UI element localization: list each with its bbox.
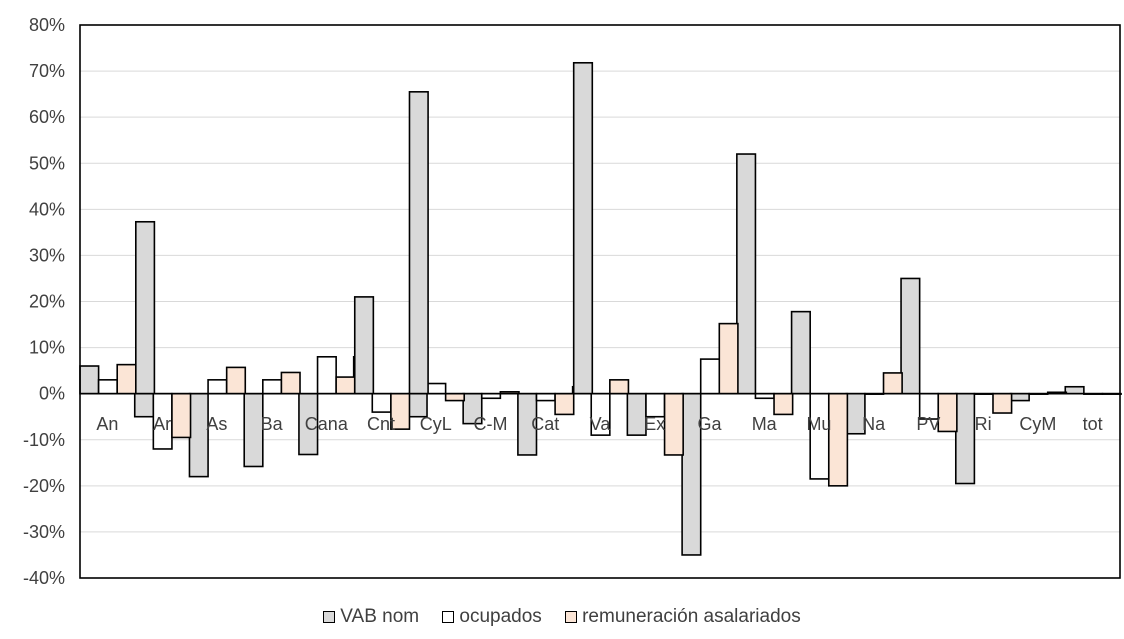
category-label: Cana <box>305 414 349 434</box>
bar <box>171 392 192 439</box>
legend-swatch-ocupados <box>442 611 455 623</box>
category-label: An <box>96 414 118 434</box>
bar <box>371 392 392 413</box>
bar <box>937 392 958 433</box>
category-label: Va <box>590 414 612 434</box>
bar <box>116 363 137 395</box>
plot-border <box>79 24 1121 579</box>
legend-swatch-remuneracion <box>565 611 578 623</box>
category-label: CyM <box>1019 414 1056 434</box>
bar <box>554 392 575 416</box>
y-tick-label: 50% <box>29 153 65 173</box>
category-label: Ri <box>975 414 992 434</box>
bar <box>280 371 301 395</box>
bar <box>79 365 100 395</box>
bar <box>773 392 794 416</box>
axes <box>79 24 1121 579</box>
gridlines <box>80 24 1120 579</box>
legend-item-remuneracion: remuneración asalariados <box>565 606 801 628</box>
y-tick-label: -30% <box>23 522 65 542</box>
y-tick-label: 30% <box>29 245 65 265</box>
bar <box>827 392 849 487</box>
legend-item-ocupados: ocupados <box>442 606 542 628</box>
y-tick-label: 60% <box>29 107 65 127</box>
bar <box>900 277 921 395</box>
bar <box>444 392 466 402</box>
category-label: CyL <box>420 414 452 434</box>
category-label: Ar <box>153 414 171 434</box>
bar <box>626 392 647 436</box>
y-tick-label: -10% <box>23 430 65 450</box>
legend-swatch-vab-nom <box>323 611 336 623</box>
bar <box>718 322 739 395</box>
y-tick-label: -40% <box>23 568 65 588</box>
category-labels: An Ar As Ba Cana Cnt CyL C-M Cat Va Ex Ga Ma Mu Na PV Ri… <box>96 414 1102 434</box>
bar <box>809 392 830 480</box>
bar <box>133 392 155 418</box>
bar <box>316 355 337 395</box>
y-tick-label: 40% <box>29 199 65 219</box>
bar <box>954 392 976 485</box>
category-label: PV <box>916 414 940 434</box>
bar <box>609 379 630 395</box>
bar <box>699 358 721 395</box>
bar <box>736 153 757 395</box>
category-label: tot <box>1083 414 1103 434</box>
bar <box>135 220 156 395</box>
y-tick-labels: 80% 70% 60% 50% 40% 30% 20% 10% 0% -10% -20% -30% -4… <box>23 15 65 588</box>
category-label: Na <box>862 414 886 434</box>
bar <box>535 392 556 402</box>
category-label: Ga <box>697 414 722 434</box>
category-label: Ex <box>644 414 665 434</box>
legend: VAB nom ocupados remuneración asalariado… <box>0 606 1124 628</box>
y-tick-label: 70% <box>29 61 65 81</box>
legend-item-vab-nom: VAB nom <box>323 606 419 628</box>
y-tick-label: 0% <box>39 384 65 404</box>
bar <box>790 310 811 395</box>
bar <box>572 61 594 395</box>
bar <box>408 91 429 395</box>
category-label: Mu <box>806 414 831 434</box>
bar <box>353 296 375 395</box>
bars <box>79 61 1122 556</box>
bar <box>188 392 209 478</box>
category-label: Cat <box>531 414 559 434</box>
bar <box>207 379 228 395</box>
y-tick-label: -20% <box>23 476 65 496</box>
bar <box>335 376 356 395</box>
category-label: Ma <box>752 414 778 434</box>
bar <box>97 379 118 395</box>
legend-label-ocupados: ocupados <box>459 606 542 627</box>
category-label: Cnt <box>367 414 395 434</box>
bar <box>225 366 247 395</box>
legend-label-remuneracion: remuneración asalariados <box>582 606 801 627</box>
bar <box>426 382 447 395</box>
bar <box>262 379 283 395</box>
y-tick-label: 10% <box>29 338 65 358</box>
category-label: Ba <box>261 414 284 434</box>
legend-label-vab-nom: VAB nom <box>340 606 420 627</box>
bar <box>1064 385 1085 395</box>
category-label: C-M <box>474 414 508 434</box>
bar <box>992 392 1013 414</box>
y-tick-label: 20% <box>29 292 65 312</box>
bar <box>882 372 903 395</box>
bar <box>663 392 684 456</box>
y-tick-label: 80% <box>29 15 65 35</box>
category-label: As <box>206 414 227 434</box>
bar <box>1009 392 1030 402</box>
